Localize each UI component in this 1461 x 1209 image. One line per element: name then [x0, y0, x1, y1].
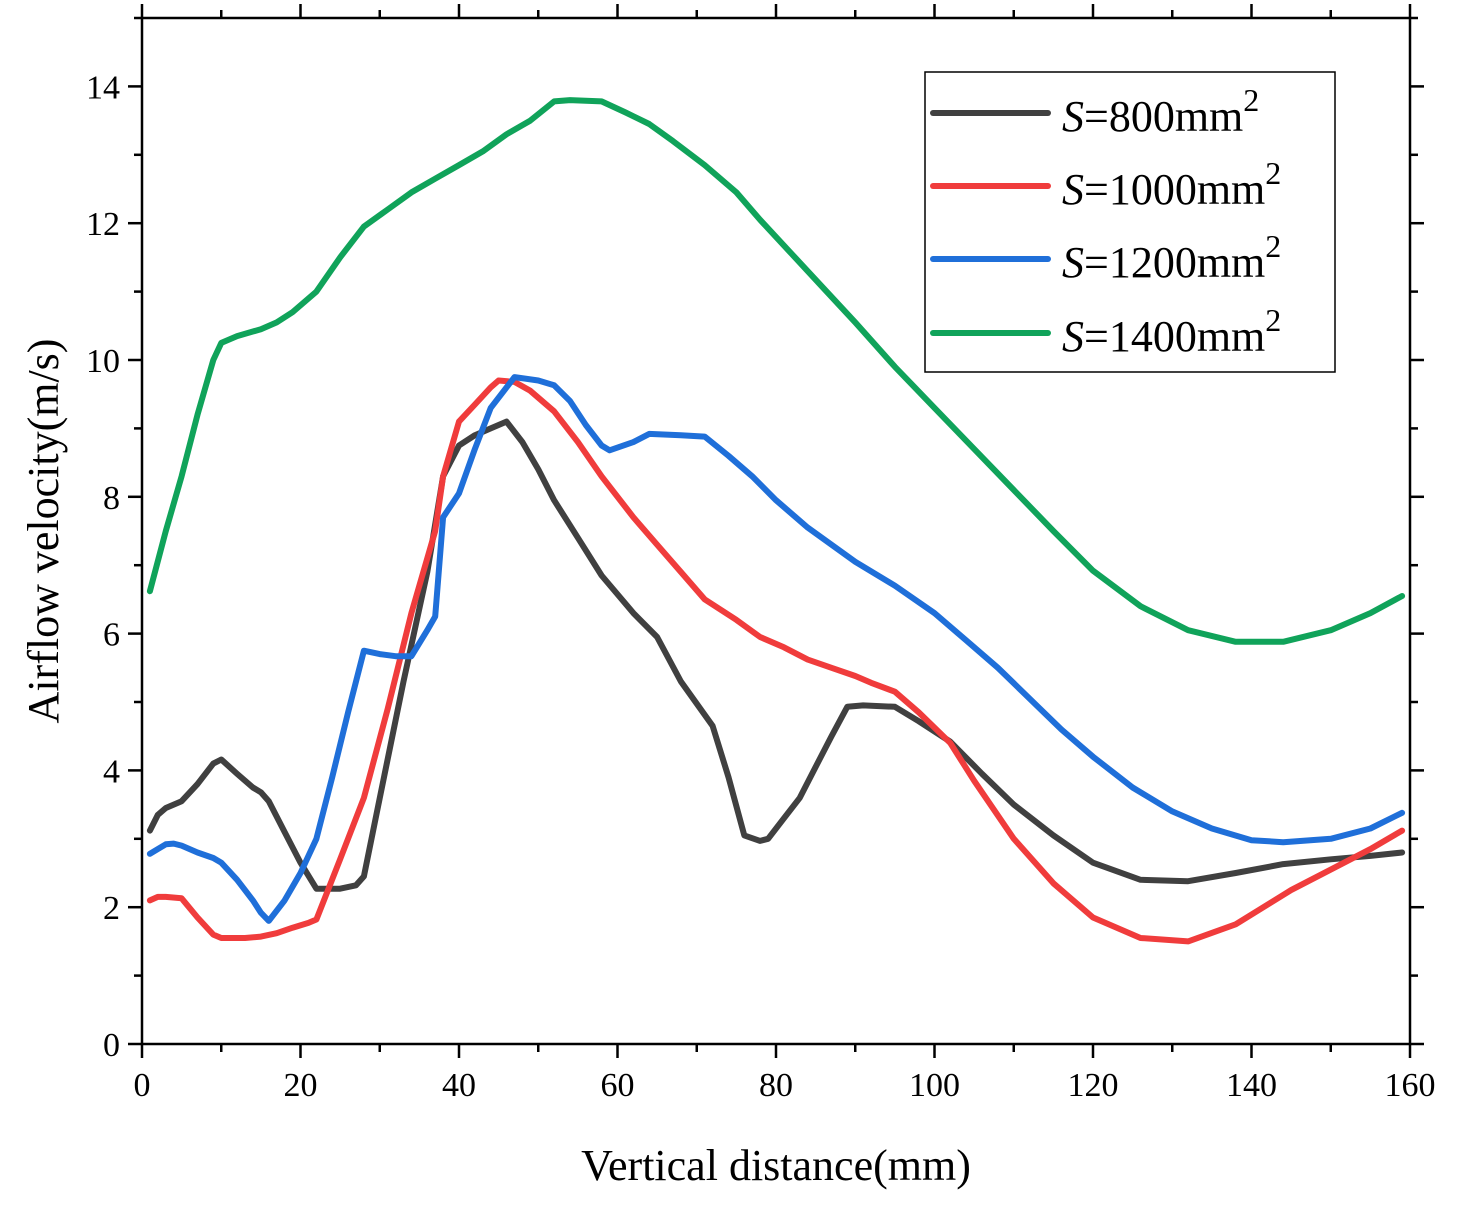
x-tick-label: 80: [759, 1067, 793, 1104]
legend-label-1: S=800mm2: [1062, 82, 1259, 141]
y-tick-label: 6: [103, 617, 120, 654]
y-tick-label: 14: [86, 69, 120, 106]
y-axis-title: Airflow velocity(m/s): [19, 339, 68, 724]
y-tick-label: 10: [86, 343, 120, 380]
series-line-2: [146, 377, 1406, 945]
x-tick-label: 140: [1226, 1067, 1277, 1104]
y-tick-label: 0: [103, 1027, 120, 1064]
y-tick-label: 2: [103, 890, 120, 927]
x-tick-label: 0: [134, 1067, 151, 1104]
legend: S=800mm2 S=1000mm2 S=1200mm2 S=1400mm2: [924, 71, 1336, 373]
x-axis-title: Vertical distance(mm): [581, 1141, 971, 1190]
x-tick-label: 20: [284, 1067, 318, 1104]
legend-label-4: S=1400mm2: [1062, 302, 1281, 361]
y-tick-label: 8: [103, 480, 120, 517]
series-line-3: [146, 374, 1406, 924]
legend-label-2: S=1000mm2: [1062, 155, 1281, 214]
x-tick-label: 120: [1068, 1067, 1119, 1104]
x-tick-label: 60: [601, 1067, 635, 1104]
axis-ticks: 0 20 40 60 80 100 120 140 160 0 2 4 6 8 10 12 14: [86, 4, 1436, 1104]
series-line-4: [146, 97, 1406, 645]
x-tick-label: 100: [909, 1067, 960, 1104]
x-tick-label: 40: [442, 1067, 476, 1104]
legend-label-3: S=1200mm2: [1062, 228, 1281, 287]
y-tick-label: 12: [86, 206, 120, 243]
x-tick-label: 160: [1385, 1067, 1436, 1104]
series-layer: [146, 97, 1406, 945]
legend-box: [924, 71, 1336, 373]
y-tick-label: 4: [103, 753, 120, 790]
series-line-1: [146, 418, 1406, 892]
